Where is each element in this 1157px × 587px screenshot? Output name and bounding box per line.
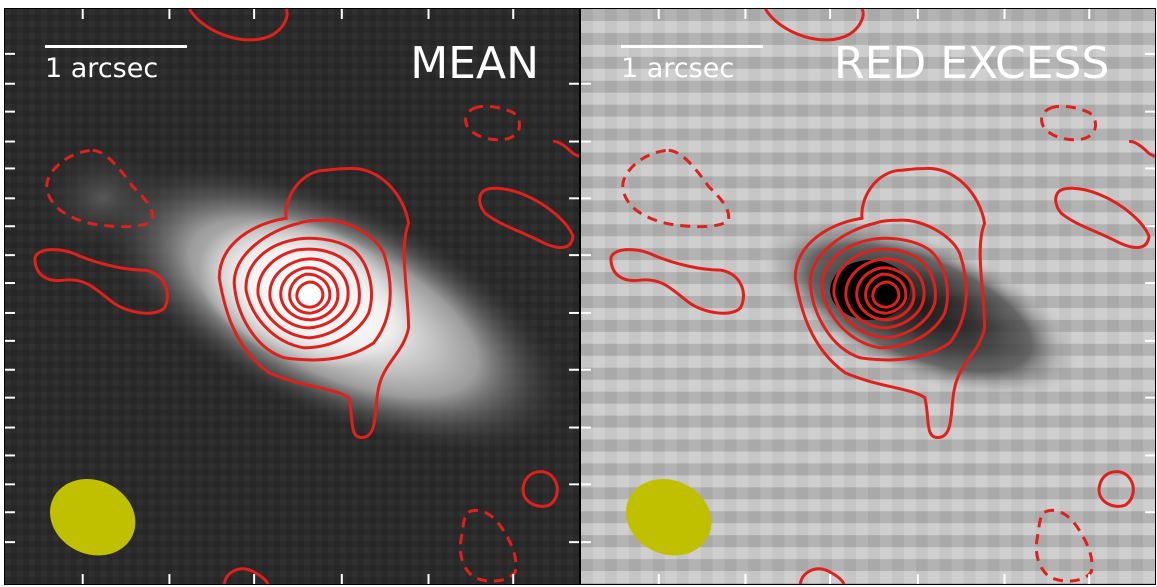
scale-bar (621, 45, 763, 48)
mean-image (5, 9, 579, 584)
scale-bar (45, 45, 187, 48)
beam-ellipse (50, 479, 136, 556)
mean-contours (33, 9, 579, 584)
mean-panel: 1 arcsec MEAN (4, 8, 580, 585)
red-excess-image (581, 9, 1155, 584)
red-excess-contours (609, 9, 1155, 584)
red-excess-panel: 1 arcsec RED EXCESS (580, 8, 1156, 585)
mean-axis-ticks (5, 9, 579, 584)
mean-negative-contours (45, 104, 521, 583)
scale-label: 1 arcsec (45, 53, 159, 84)
red-excess-axis-ticks (581, 9, 1155, 584)
scale-label: 1 arcsec (621, 53, 735, 84)
panel-title: MEAN (410, 38, 539, 89)
red-excess-negative-contours (621, 104, 1097, 583)
panel-title: RED EXCESS (834, 38, 1110, 89)
beam-ellipse (626, 479, 712, 556)
